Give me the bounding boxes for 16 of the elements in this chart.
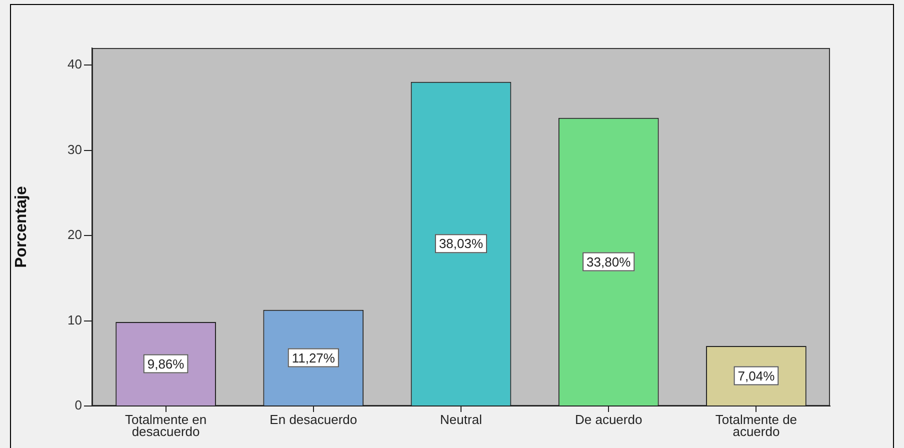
x-tick-label: Totalmente en desacuerdo xyxy=(124,412,207,440)
y-tick-label: 0 xyxy=(74,398,82,413)
x-tick-label: Totalmente de acuerdo xyxy=(715,412,798,440)
data-label: 11,27% xyxy=(292,350,336,366)
y-tick-label: 10 xyxy=(68,312,82,328)
data-label: 9,86% xyxy=(147,356,185,372)
data-label: 7,04% xyxy=(738,368,776,384)
x-tick-label: De acuerdo xyxy=(574,412,642,427)
data-label: 33,80% xyxy=(586,254,632,270)
x-tick-label: Neutral xyxy=(440,412,482,427)
y-tick-label: 40 xyxy=(68,56,82,72)
y-tick-label: 30 xyxy=(68,142,82,157)
x-tick-label: En desacuerdo xyxy=(270,412,358,427)
y-axis-title: Porcentaje xyxy=(13,186,30,268)
y-tick-label: 20 xyxy=(68,227,82,242)
data-label: 38,03% xyxy=(438,236,484,252)
